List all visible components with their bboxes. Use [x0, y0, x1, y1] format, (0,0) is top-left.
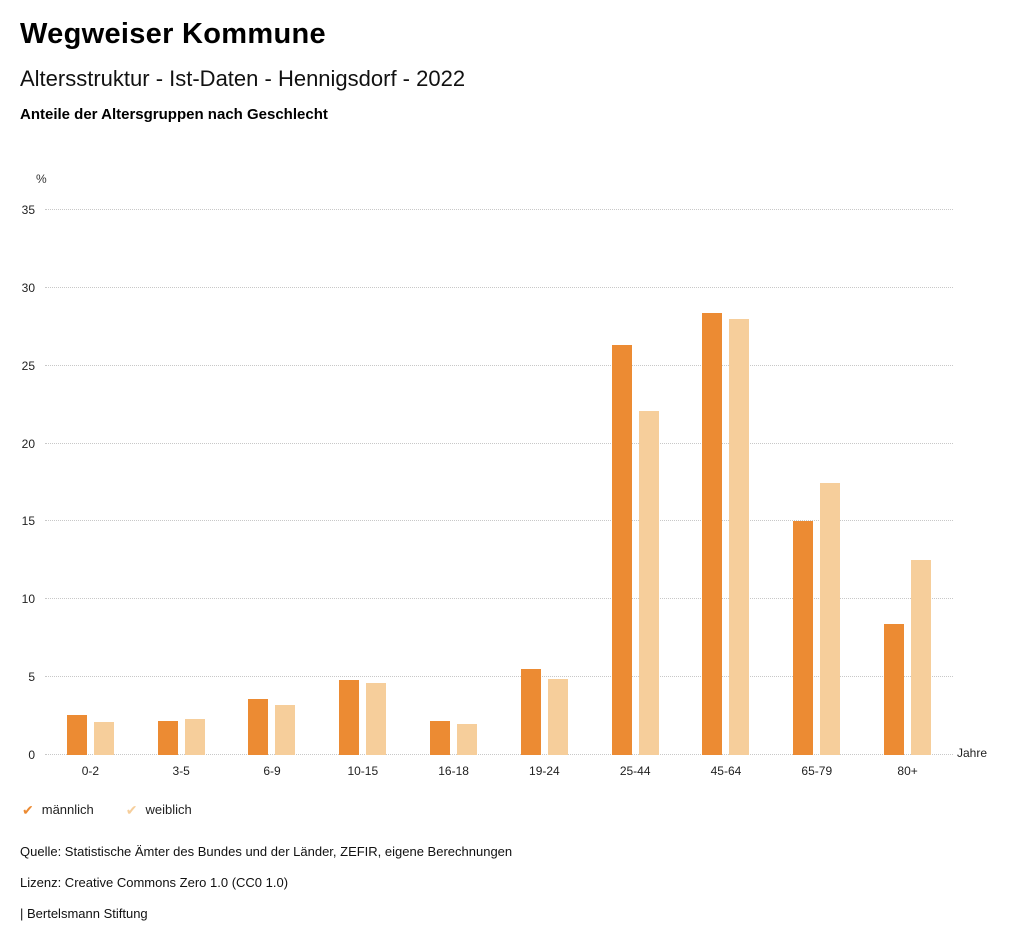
gridline: 30	[22, 281, 953, 295]
x-tick-label: 6-9	[263, 764, 281, 778]
bar-series-container	[45, 210, 953, 755]
x-tick-label: 0-2	[81, 764, 100, 778]
x-tick-label: 25-44	[619, 764, 651, 778]
chart-heading: Anteile der Altersgruppen nach Geschlech…	[20, 106, 328, 123]
bar-männlich-6-9	[248, 698, 269, 755]
gridline: 5	[28, 670, 953, 684]
bar-männlich-19-24	[520, 669, 541, 755]
page-title: Wegweiser Kommune	[20, 18, 326, 50]
bar-männlich-10-15	[339, 680, 360, 755]
check-icon: ✔	[125, 801, 138, 818]
bar-group-6-9	[227, 210, 318, 755]
bar-group-25-44	[590, 210, 681, 755]
gridline: 10	[22, 592, 953, 606]
y-tick-label: 15	[21, 514, 35, 529]
bar-männlich-3-5	[157, 720, 178, 755]
legend-item-weiblich[interactable]: ✔ weiblich	[126, 802, 192, 817]
y-tick-label: 30	[21, 280, 35, 295]
bar-group-45-64	[681, 210, 772, 755]
legend-item-männlich[interactable]: ✔ männlich	[22, 802, 94, 817]
y-tick-label: 25	[21, 358, 35, 373]
bar-männlich-0-2	[66, 714, 87, 755]
x-tick-label: 16-18	[438, 764, 469, 778]
check-icon: ✔	[22, 801, 34, 818]
brand-text: | Bertelsmann Stiftung	[20, 906, 148, 921]
bar-weiblich-19-24	[547, 678, 568, 755]
bar-weiblich-16-18	[457, 723, 478, 755]
y-axis-unit-label: %	[36, 172, 47, 186]
legend-label: weiblich	[145, 802, 192, 817]
chart-subtitle: Altersstruktur - Ist-Daten - Hennigsdorf…	[20, 66, 466, 91]
gridline: 20	[22, 437, 953, 451]
legend-label: männlich	[41, 802, 94, 817]
gridline: 15	[22, 514, 953, 528]
license-text: Lizenz: Creative Commons Zero 1.0 (CC0 1…	[20, 875, 289, 890]
bar-group-80+	[862, 210, 953, 755]
y-tick-label: 0	[28, 748, 35, 762]
gridline: 0	[28, 748, 953, 762]
x-axis-unit-label: Jahre	[957, 746, 988, 760]
bar-weiblich-6-9	[275, 705, 296, 755]
bar-weiblich-0-2	[93, 722, 114, 755]
bar-group-19-24	[499, 210, 590, 755]
bar-group-10-15	[317, 210, 408, 755]
bar-männlich-25-44	[611, 345, 632, 755]
source-text: Quelle: Statistische Ämter des Bundes un…	[20, 844, 513, 859]
bar-weiblich-65-79	[820, 482, 841, 755]
bar-männlich-65-79	[793, 521, 814, 755]
bar-weiblich-45-64	[729, 319, 750, 755]
bar-group-3-5	[136, 210, 227, 755]
chart-legend: ✔ männlich ✔ weiblich	[22, 802, 192, 817]
bar-weiblich-3-5	[184, 719, 205, 755]
y-tick-label: 20	[21, 436, 35, 451]
bar-männlich-80+	[884, 624, 905, 755]
bar-männlich-45-64	[702, 312, 723, 755]
x-tick-label: 19-24	[529, 764, 560, 778]
x-tick-label: 65-79	[801, 764, 833, 778]
y-tick-label: 5	[28, 670, 35, 685]
y-tick-label: 35	[21, 203, 35, 217]
gridline: 35	[22, 203, 953, 217]
bar-group-0-2	[45, 210, 136, 755]
x-tick-label: 45-64	[710, 764, 742, 778]
x-tick-label: 10-15	[347, 764, 379, 778]
bar-männlich-16-18	[430, 720, 451, 755]
bar-group-65-79	[771, 210, 862, 755]
bar-weiblich-80+	[911, 560, 932, 755]
bar-weiblich-25-44	[638, 410, 659, 755]
bar-group-16-18	[408, 210, 499, 755]
gridline: 25	[22, 359, 953, 373]
bar-chart-plot: 0 5 10 15 20 25 30 35	[22, 203, 953, 762]
bar-weiblich-10-15	[366, 683, 387, 755]
x-tick-label: 80+	[897, 764, 918, 778]
y-tick-label: 10	[21, 592, 35, 607]
x-axis-labels: 0-2 3-5 6-9 10-15 16-18 19-24 25-44 45-64 65-79 8…	[45, 764, 953, 778]
x-tick-label: 3-5	[172, 764, 190, 778]
